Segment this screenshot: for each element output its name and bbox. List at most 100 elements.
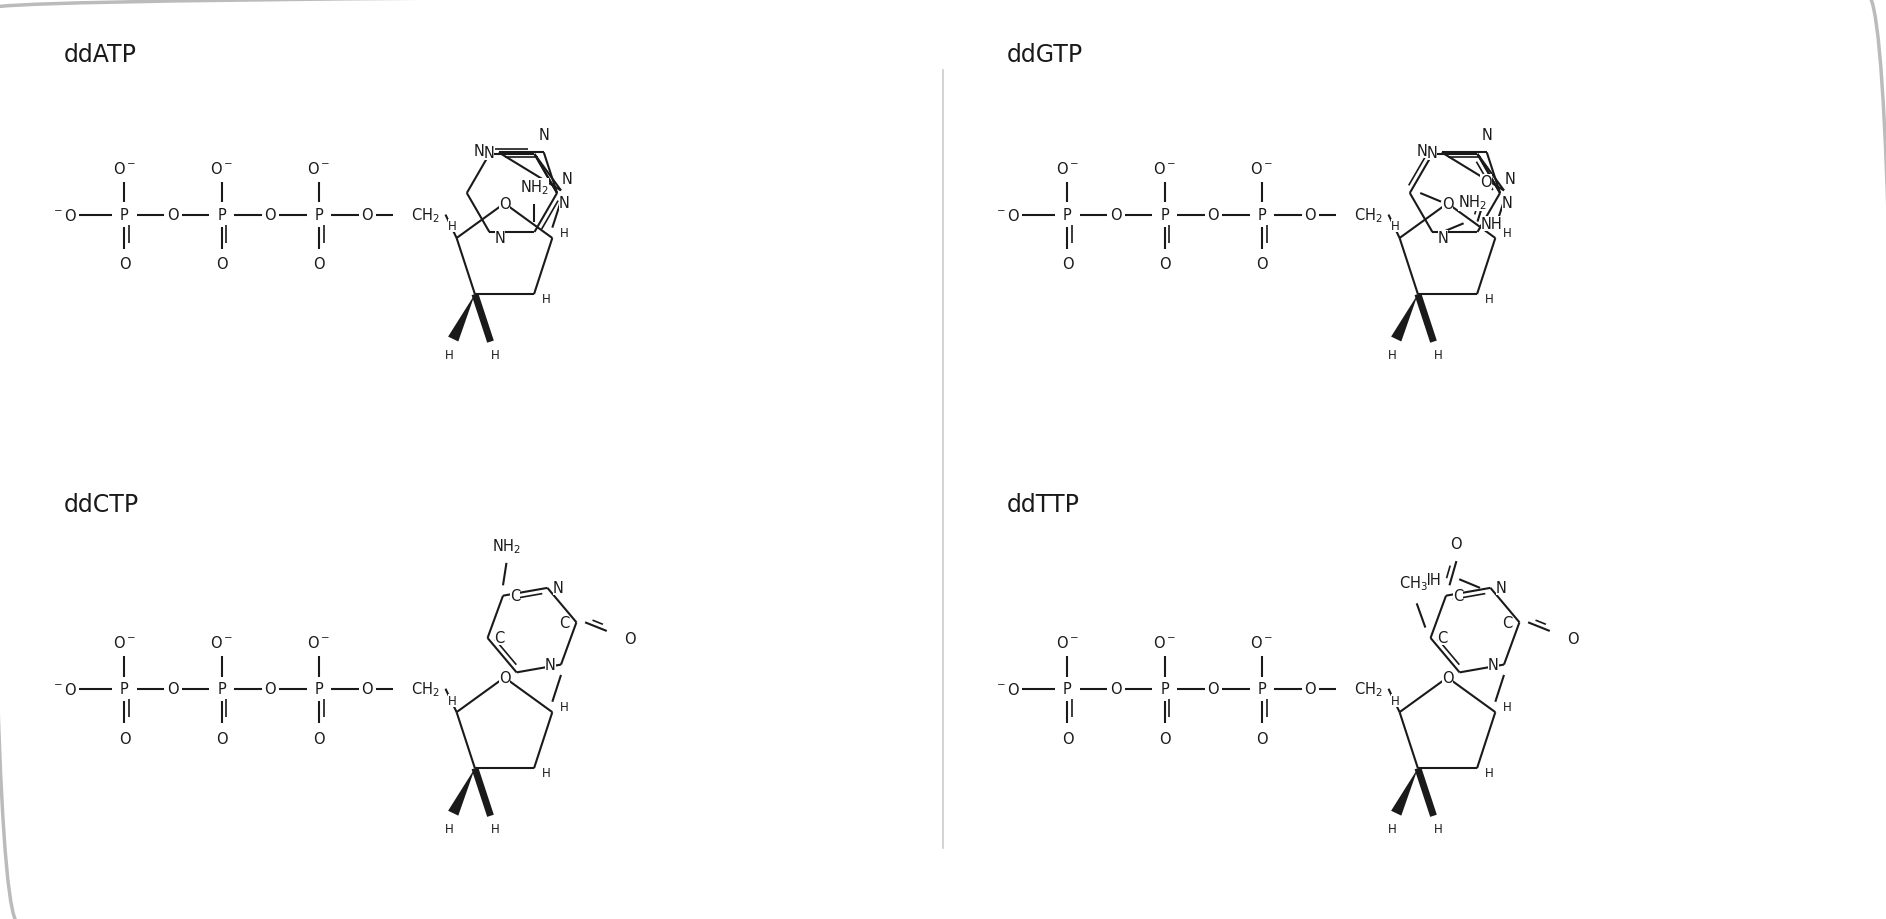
Text: O: O xyxy=(215,257,228,272)
Text: N: N xyxy=(1416,144,1428,159)
Text: N: N xyxy=(1501,196,1513,210)
Text: H: H xyxy=(1484,766,1494,779)
Text: ddATP: ddATP xyxy=(64,42,136,66)
Text: O: O xyxy=(1256,257,1267,272)
Text: O: O xyxy=(215,731,228,745)
Text: O: O xyxy=(498,670,511,686)
Text: O$^-$: O$^-$ xyxy=(1152,161,1177,176)
Text: H: H xyxy=(445,348,453,362)
Text: NH: NH xyxy=(1481,217,1503,232)
Text: O$^-$: O$^-$ xyxy=(1250,161,1273,176)
Text: NH$_2$: NH$_2$ xyxy=(1458,193,1488,211)
Text: P: P xyxy=(315,208,323,222)
Text: N: N xyxy=(1488,657,1499,673)
Text: O$^-$: O$^-$ xyxy=(1056,634,1079,651)
Text: $^-$O: $^-$O xyxy=(994,208,1020,223)
Text: H: H xyxy=(447,221,456,233)
Text: O: O xyxy=(1062,731,1073,745)
Polygon shape xyxy=(449,295,475,342)
Text: C: C xyxy=(1503,615,1513,630)
Text: O: O xyxy=(498,197,511,211)
Text: N: N xyxy=(545,657,556,673)
Text: H: H xyxy=(1503,700,1513,714)
Text: C: C xyxy=(560,615,570,630)
Text: O: O xyxy=(1256,731,1267,745)
Text: O: O xyxy=(1441,670,1454,686)
Text: H: H xyxy=(1390,694,1399,707)
Text: N: N xyxy=(483,146,494,161)
Text: O$^-$: O$^-$ xyxy=(209,634,234,651)
Text: O: O xyxy=(168,682,179,697)
Text: O: O xyxy=(1305,208,1316,222)
Text: O$^-$: O$^-$ xyxy=(1152,634,1177,651)
Text: H: H xyxy=(492,823,500,835)
Text: N: N xyxy=(1437,231,1448,245)
Text: CH$_2$: CH$_2$ xyxy=(411,206,439,224)
Text: C: C xyxy=(509,588,521,604)
Text: H: H xyxy=(1390,221,1399,233)
Polygon shape xyxy=(1392,295,1418,342)
Text: O: O xyxy=(1481,176,1492,190)
Text: O: O xyxy=(624,631,636,647)
Text: O: O xyxy=(1450,537,1462,551)
Text: P: P xyxy=(1064,208,1071,222)
Polygon shape xyxy=(1392,768,1418,816)
Text: O: O xyxy=(1158,257,1171,272)
Text: H: H xyxy=(447,694,456,707)
Text: $^-$O: $^-$O xyxy=(51,208,77,223)
Text: $^-$O: $^-$O xyxy=(994,681,1020,697)
Text: O: O xyxy=(119,731,130,745)
Text: H: H xyxy=(1503,227,1513,240)
Text: O: O xyxy=(119,257,130,272)
Text: H: H xyxy=(541,292,551,305)
Text: P: P xyxy=(1258,682,1266,697)
Text: ddGTP: ddGTP xyxy=(1007,42,1083,66)
Text: N: N xyxy=(538,128,549,142)
Text: H: H xyxy=(1388,823,1396,835)
Text: N: N xyxy=(1426,146,1437,161)
Text: O: O xyxy=(1207,682,1218,697)
Text: O: O xyxy=(362,208,373,222)
Text: O: O xyxy=(313,257,324,272)
Text: P: P xyxy=(1160,682,1169,697)
Text: H: H xyxy=(560,700,570,714)
Text: N: N xyxy=(494,231,505,245)
Text: P: P xyxy=(121,208,128,222)
Text: O: O xyxy=(362,682,373,697)
Text: N: N xyxy=(1481,128,1492,142)
Text: O: O xyxy=(1305,682,1316,697)
Text: O: O xyxy=(1158,731,1171,745)
Text: O$^-$: O$^-$ xyxy=(113,161,136,176)
Text: H: H xyxy=(445,823,453,835)
Text: O: O xyxy=(1567,631,1579,647)
Text: H: H xyxy=(1435,348,1443,362)
Text: N: N xyxy=(558,196,570,210)
Text: CH$_3$: CH$_3$ xyxy=(1399,573,1428,592)
Text: O: O xyxy=(1111,682,1122,697)
Text: H: H xyxy=(1484,292,1494,305)
Text: O: O xyxy=(1111,208,1122,222)
Text: NH$_2$: NH$_2$ xyxy=(521,178,549,197)
Text: CH$_2$: CH$_2$ xyxy=(411,680,439,698)
Text: NH: NH xyxy=(1420,573,1441,587)
Text: ddTTP: ddTTP xyxy=(1007,493,1079,516)
Text: O$^-$: O$^-$ xyxy=(307,161,330,176)
Text: C: C xyxy=(494,630,505,646)
Text: C: C xyxy=(1452,588,1464,604)
Text: P: P xyxy=(217,682,226,697)
Text: O$^-$: O$^-$ xyxy=(113,634,136,651)
Text: C: C xyxy=(1437,630,1448,646)
Text: O$^-$: O$^-$ xyxy=(1250,634,1273,651)
Text: H: H xyxy=(1388,348,1396,362)
Text: N: N xyxy=(1496,581,1507,596)
Text: CH$_2$: CH$_2$ xyxy=(1354,680,1382,698)
Text: O: O xyxy=(313,731,324,745)
Text: P: P xyxy=(1258,208,1266,222)
Text: P: P xyxy=(121,682,128,697)
Text: H: H xyxy=(541,766,551,779)
Text: H: H xyxy=(560,227,570,240)
Text: P: P xyxy=(1064,682,1071,697)
Text: O: O xyxy=(1062,257,1073,272)
Text: O: O xyxy=(1441,197,1454,211)
Text: N: N xyxy=(1505,172,1514,187)
